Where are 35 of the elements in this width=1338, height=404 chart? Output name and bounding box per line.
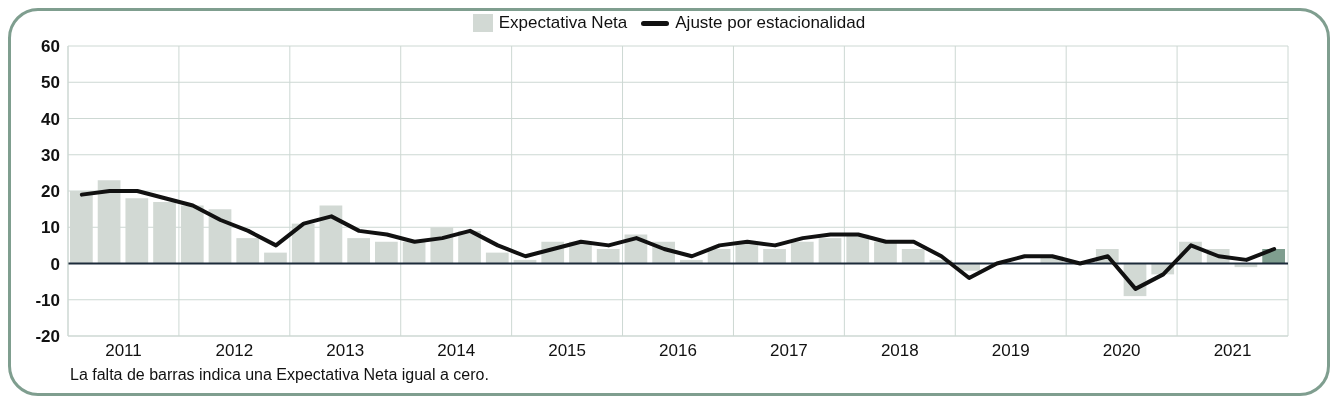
bar — [485, 252, 509, 264]
bar — [347, 238, 371, 264]
x-tick-label: 2012 — [215, 341, 254, 361]
bar — [375, 241, 398, 264]
y-tick-label: 30 — [41, 145, 60, 165]
x-tick-label: 2017 — [770, 341, 808, 361]
x-tick-label: 2018 — [880, 341, 919, 361]
bar — [763, 249, 786, 264]
x-tick-label: 2020 — [1102, 341, 1141, 361]
bar — [402, 241, 426, 264]
bar — [901, 249, 925, 264]
x-tick-label: 2011 — [105, 341, 142, 361]
line-series — [79, 189, 1277, 291]
bar — [264, 252, 287, 264]
y-tick-label: 50 — [41, 73, 60, 93]
bar — [236, 238, 260, 264]
y-tick-label: 0 — [50, 254, 60, 274]
x-tick-label: 2016 — [659, 341, 697, 361]
x-tick-label: 2014 — [437, 341, 476, 361]
x-tick-label: 2015 — [548, 341, 586, 361]
legend-label: Expectativa Neta — [497, 13, 628, 33]
x-tick-label: 2019 — [991, 341, 1030, 361]
x-tick-label: 2021 — [1213, 341, 1252, 361]
text: La falta de barras indica una Expectativa Neta igual a cero. — [70, 366, 490, 384]
legend-label: Ajuste por estacionalidad — [674, 13, 866, 33]
y-tick-label: -10 — [35, 290, 60, 310]
y-tick-label: 20 — [41, 182, 60, 202]
y-tick-label: 10 — [41, 218, 60, 238]
bar — [818, 238, 842, 264]
y-tick-label: -20 — [35, 327, 60, 347]
y-tick-label: 60 — [41, 37, 60, 57]
bar — [596, 249, 620, 264]
x-tick-label: 2013 — [326, 341, 365, 361]
bar — [790, 241, 814, 264]
y-tick-label: 40 — [41, 109, 60, 129]
